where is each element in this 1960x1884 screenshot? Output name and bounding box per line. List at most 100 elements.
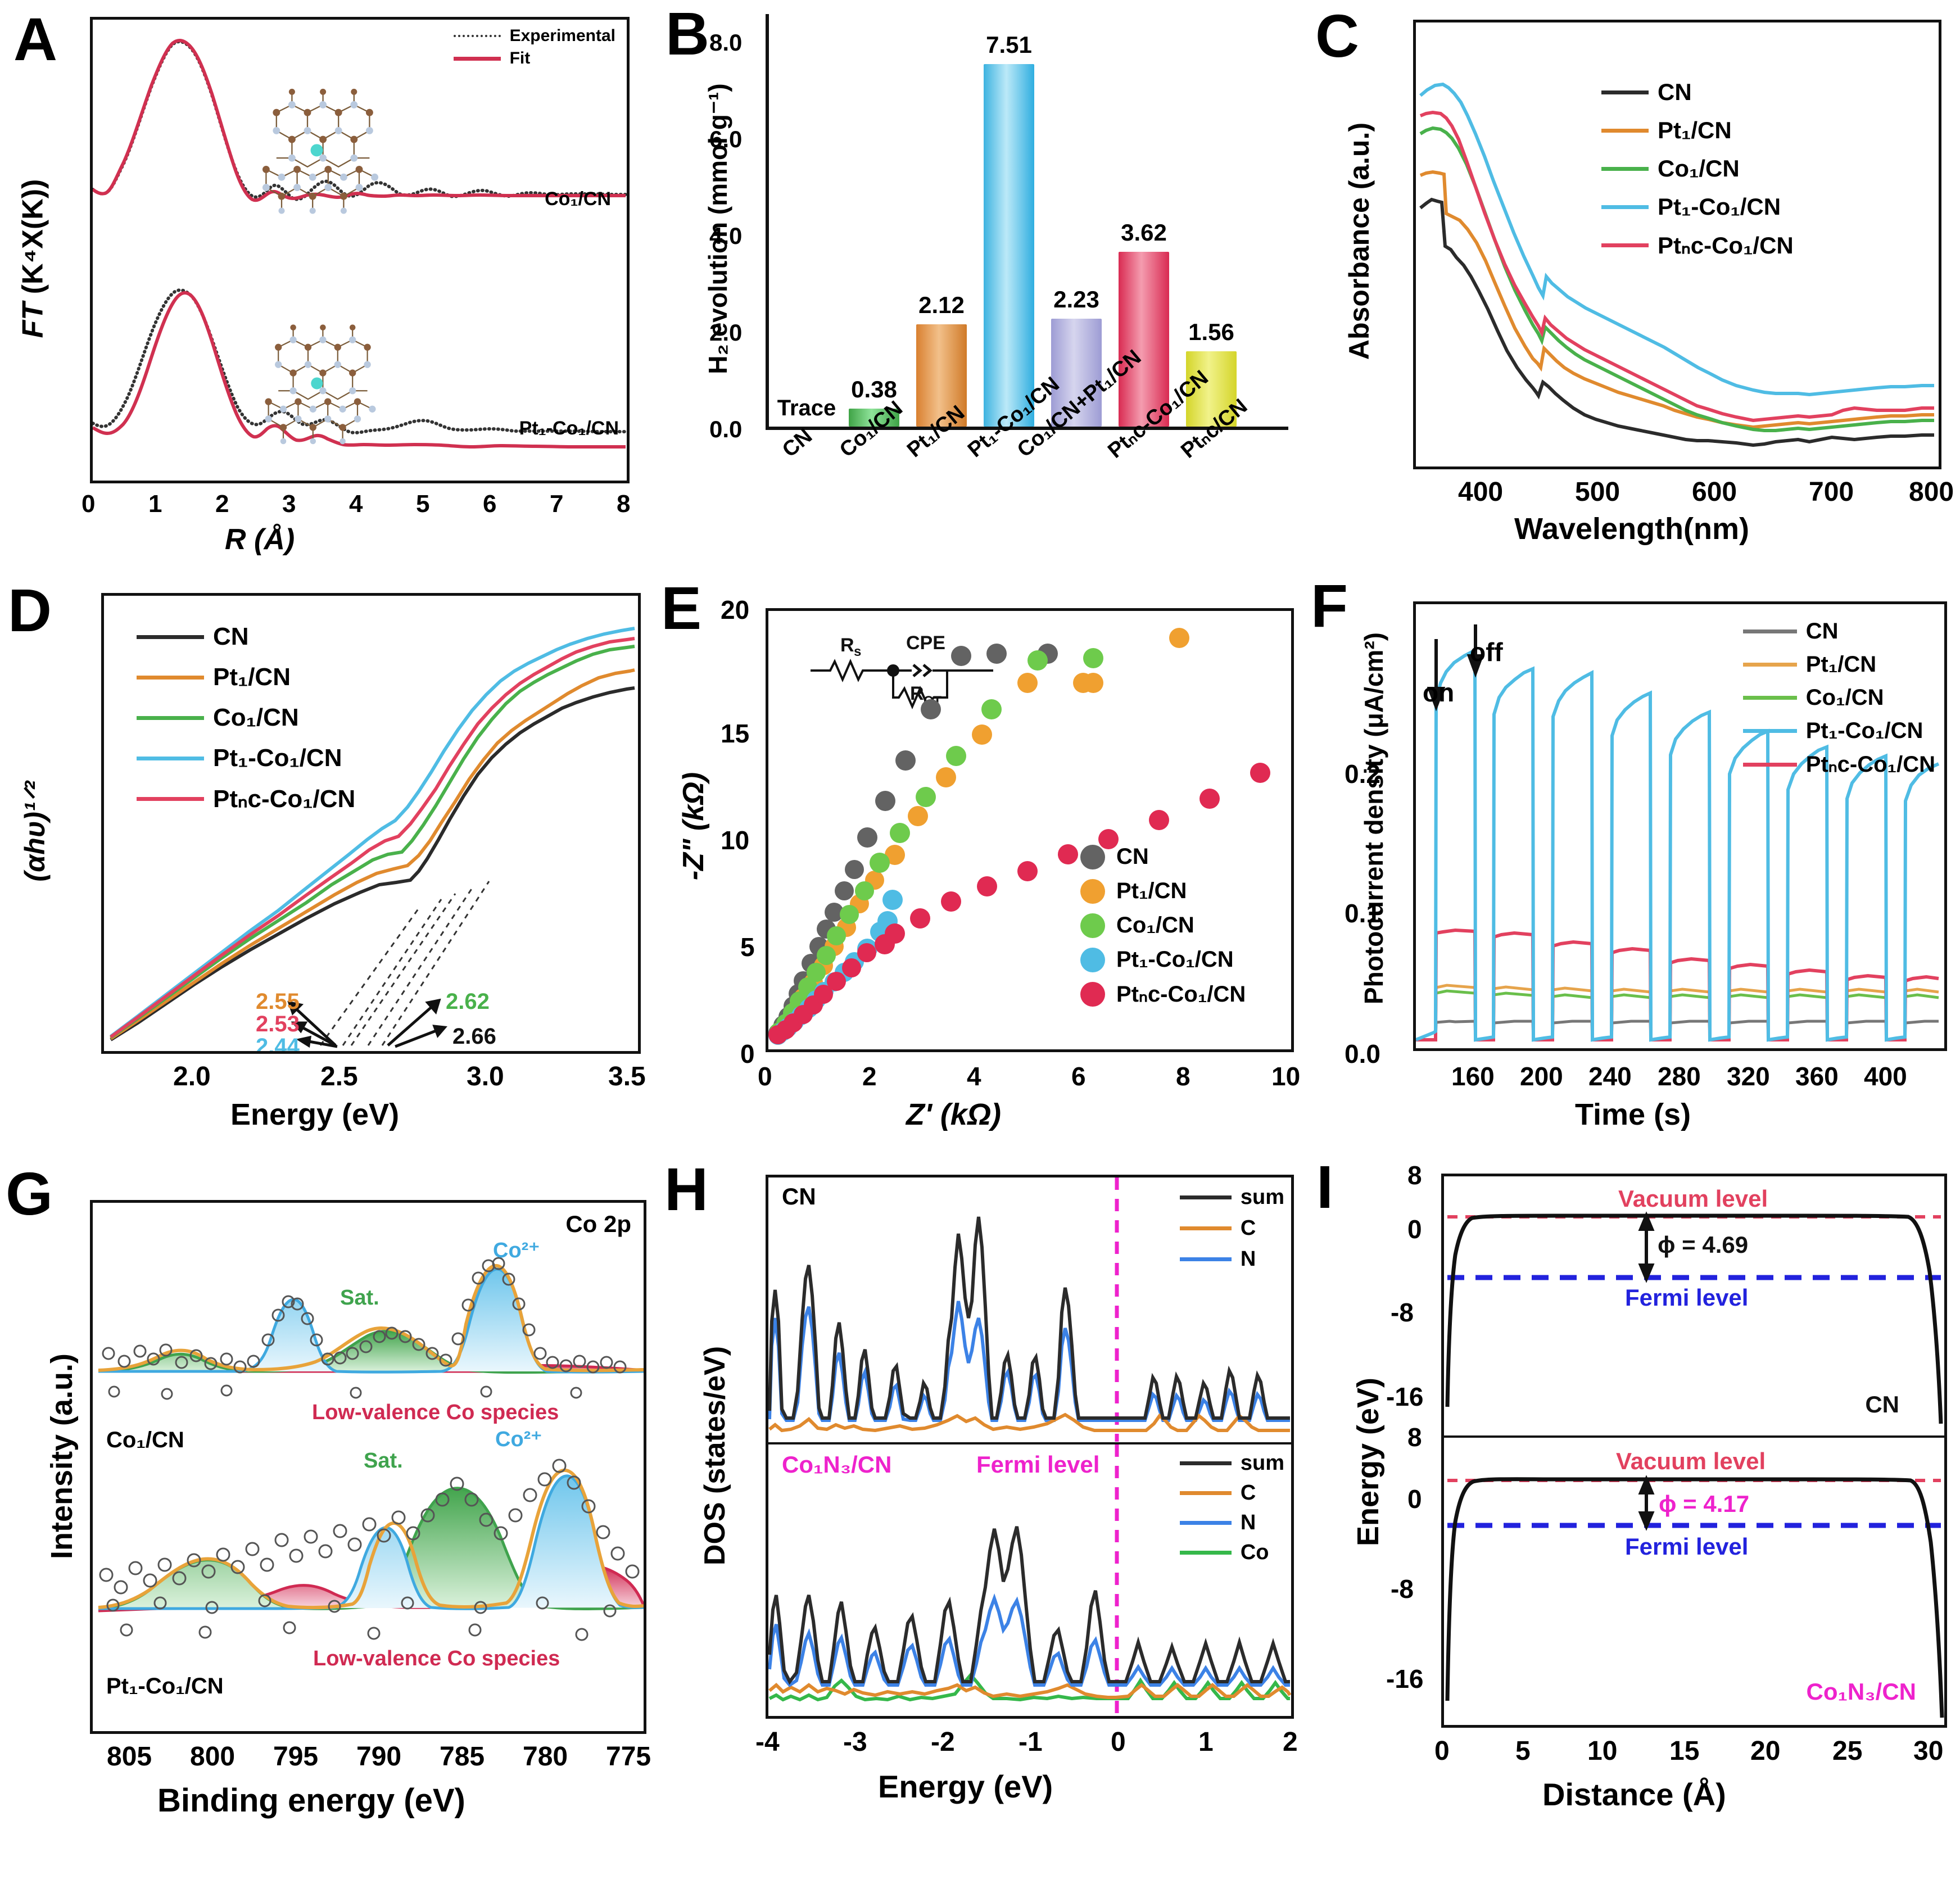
bar-label-ptncco1cn: 3.62 xyxy=(1121,219,1167,246)
legend-label-ptncco1cn: Ptₙᴄ-Co₁/CN xyxy=(1116,982,1246,1007)
panel-c-xlabel: Wavelength(nm) xyxy=(1514,512,1749,546)
legend-marker-pt1cn xyxy=(1080,878,1105,904)
legend-label-sum: sum xyxy=(1240,1451,1284,1475)
panel-e-ylabel: -Z" (kΩ) xyxy=(677,772,710,881)
panel-h-ylabel: DOS (states/eV) xyxy=(699,1346,731,1566)
legend-label-ptncco1cn: Ptₙᴄ-Co₁/CN xyxy=(213,785,356,813)
legend-item-n: N xyxy=(1179,1247,1284,1271)
legend-label-pt1cn: Pt₁/CN xyxy=(213,663,291,691)
legend-marker-pt1cn xyxy=(1742,663,1797,667)
peak-label-co2p-bottom: Co²⁺ xyxy=(495,1428,542,1451)
panel-a-legend: Experimental Fit xyxy=(453,26,615,71)
legend-marker-co xyxy=(1179,1551,1232,1555)
bar-ptnccn xyxy=(1186,351,1237,427)
legend-marker-pt1cn xyxy=(1601,128,1649,133)
panel-f-plot: on off CN Pt₁/CN Co₁/CN Pt₁-Co₁/C xyxy=(1413,601,1947,1051)
legend-label-co1cn: Co₁/CN xyxy=(1805,685,1884,710)
panel-f-xlabel: Time (s) xyxy=(1575,1098,1691,1131)
panel-g-label: G xyxy=(6,1160,53,1228)
legend-marker-co1cn xyxy=(1080,913,1105,938)
panel-d-plot: CN Pt₁/CN Co₁/CN Pt₁-Co₁/CN Ptₙᴄ-Co₁/CN xyxy=(101,593,641,1054)
panel-a-curve-label-bottom: Pt₁-Co₁/CN xyxy=(519,418,619,439)
molecule-inset-top xyxy=(262,88,379,214)
panel-c-ylabel: Absorbance (a.u.) xyxy=(1343,122,1375,360)
legend-item-ptncco1cn: Ptₙᴄ-Co₁/CN xyxy=(1080,981,1246,1007)
legend-item-pt1co1cn: Pt₁-Co₁/CN xyxy=(1742,718,1935,744)
legend-label-cn: CN xyxy=(1658,79,1692,105)
legend-label-ptncco1cn: Ptₙᴄ-Co₁/CN xyxy=(1805,752,1935,777)
panel-b-label: B xyxy=(666,0,709,67)
subplot-label-cn: CN xyxy=(782,1183,816,1210)
legend-marker-pt1co1cn xyxy=(1742,729,1797,733)
panel-a-curve-label-top: Co₁/CN xyxy=(545,188,611,210)
legend-marker-cn xyxy=(137,635,204,639)
xps-bottom-spectrum xyxy=(98,1459,644,1641)
panel-c-plot: CN Pt₁/CN Co₁/CN Pt₁-Co₁/CN Ptₙᴄ-Co₁/CN xyxy=(1413,20,1941,469)
legend-marker-c xyxy=(1179,1226,1232,1230)
legend-item-pt1co1cn: Pt₁-Co₁/CN xyxy=(1601,193,1794,220)
bar-ptncco1cn xyxy=(1119,252,1169,427)
legend-item-pt1cn: Pt₁/CN xyxy=(137,663,355,691)
legend-item-ptncco1cn: Ptₙᴄ-Co₁/CN xyxy=(1742,751,1935,777)
panel-e-legend: CN Pt₁/CN Co₁/CN Pt₁-Co₁/CN Ptₙᴄ-Co₁/CN xyxy=(1080,844,1246,1011)
legend-marker-ptncco1cn xyxy=(1742,762,1797,767)
legend-item-co: Co xyxy=(1179,1541,1284,1565)
panel-b: B H₂ evolution (mmol g⁻¹) Trace 0.38 2.1… xyxy=(653,0,1306,568)
panel-f-legend: CN Pt₁/CN Co₁/CN Pt₁-Co₁/CN Ptₙᴄ-Co₁/CN xyxy=(1742,619,1935,781)
legend-marker-n xyxy=(1179,1521,1232,1525)
legend-label-pt1co1cn: Pt₁-Co₁/CN xyxy=(213,744,342,772)
legend-item-cn: CN xyxy=(1601,79,1794,106)
bandgap-value-pt1co1cn: 2.44 xyxy=(256,1034,300,1054)
xps-top-spectrum xyxy=(98,1257,644,1400)
legend-item-co1cn: Co₁/CN xyxy=(1080,913,1246,938)
legend-marker-pt1co1cn xyxy=(137,756,204,760)
legend-label-pt1cn: Pt₁/CN xyxy=(1116,878,1187,903)
panel-f-label: F xyxy=(1311,572,1348,640)
legend-marker-experimental xyxy=(453,35,501,37)
panel-a-ylabel-rest: (K⁴X(K)) xyxy=(16,179,49,295)
panel-e-plot: R s CPE R CT xyxy=(766,608,1294,1052)
legend-item-pt1co1cn: Pt₁-Co₁/CN xyxy=(1080,947,1246,972)
bar-label-pt1co1cn: 7.51 xyxy=(986,31,1032,58)
bar-co1cn xyxy=(849,409,899,427)
fermi-level-label-bottom: Fermi level xyxy=(1625,1533,1749,1560)
panel-c-legend: CN Pt₁/CN Co₁/CN Pt₁-Co₁/CN Ptₙᴄ-Co₁/CN xyxy=(1601,79,1794,262)
svg-text:s: s xyxy=(854,644,861,659)
bandgap-value-cn: 2.66 xyxy=(452,1024,496,1049)
legend-marker-sum xyxy=(1179,1461,1232,1465)
panel-d-ylabel: (αhυ)¹ᐟ² xyxy=(19,781,51,882)
panel-g-xlabel: Binding energy (eV) xyxy=(157,1782,465,1819)
legend-marker-co1cn xyxy=(137,715,204,720)
legend-label-pt1co1cn: Pt₁-Co₁/CN xyxy=(1116,947,1234,972)
series-ptncco1cn-points xyxy=(768,763,1270,1044)
legend-label-sum: sum xyxy=(1240,1185,1284,1209)
legend-item-c: C xyxy=(1179,1216,1284,1240)
peak-label-lowvalence-top: Low-valence Co species xyxy=(312,1401,559,1424)
legend-label-pt1cn: Pt₁/CN xyxy=(1805,652,1877,677)
bar-label-co1cn: 0.38 xyxy=(851,376,897,402)
panel-h-plot-top: CN sum C N xyxy=(766,1175,1294,1444)
panel-d-legend: CN Pt₁/CN Co₁/CN Pt₁-Co₁/CN Ptₙᴄ-Co₁/CN xyxy=(137,623,355,817)
peak-label-sat-bottom: Sat. xyxy=(364,1449,403,1473)
panel-e: E -Z" (kΩ) R s CPE R CT xyxy=(661,574,1301,1132)
svg-text:CPE: CPE xyxy=(906,632,945,654)
legend-label-pt1co1cn: Pt₁-Co₁/CN xyxy=(1805,718,1923,743)
legend-marker-n xyxy=(1179,1257,1232,1261)
equivalent-circuit-inset xyxy=(811,659,993,709)
panel-d: D (αhυ)¹ᐟ² xyxy=(8,576,646,1132)
bandgap-value-ptncco1cn: 2.53 xyxy=(256,1012,300,1036)
legend-item-pt1cn: Pt₁/CN xyxy=(1742,652,1935,677)
bar-label-pt1cn: 2.12 xyxy=(918,292,965,318)
panel-h-legend-top: sum C N xyxy=(1179,1185,1284,1275)
legend-label-fit: Fit xyxy=(509,49,531,67)
legend-label-pt1cn: Pt₁/CN xyxy=(1658,117,1732,143)
fermi-level-label-top: Fermi level xyxy=(1625,1284,1749,1311)
bar-label-ptnccn: 1.56 xyxy=(1188,319,1234,345)
panel-i-plot-bottom: Vacuum level ϕ = 4.17 Fermi level Co₁N₃/… xyxy=(1441,1435,1947,1728)
legend-marker-sum xyxy=(1179,1195,1232,1199)
panel-e-label: E xyxy=(661,574,702,642)
legend-label-n: N xyxy=(1240,1511,1256,1534)
panel-a-label: A xyxy=(13,5,57,73)
legend-item-pt1cn: Pt₁/CN xyxy=(1601,117,1794,144)
legend-item-co1cn: Co₁/CN xyxy=(137,704,355,732)
